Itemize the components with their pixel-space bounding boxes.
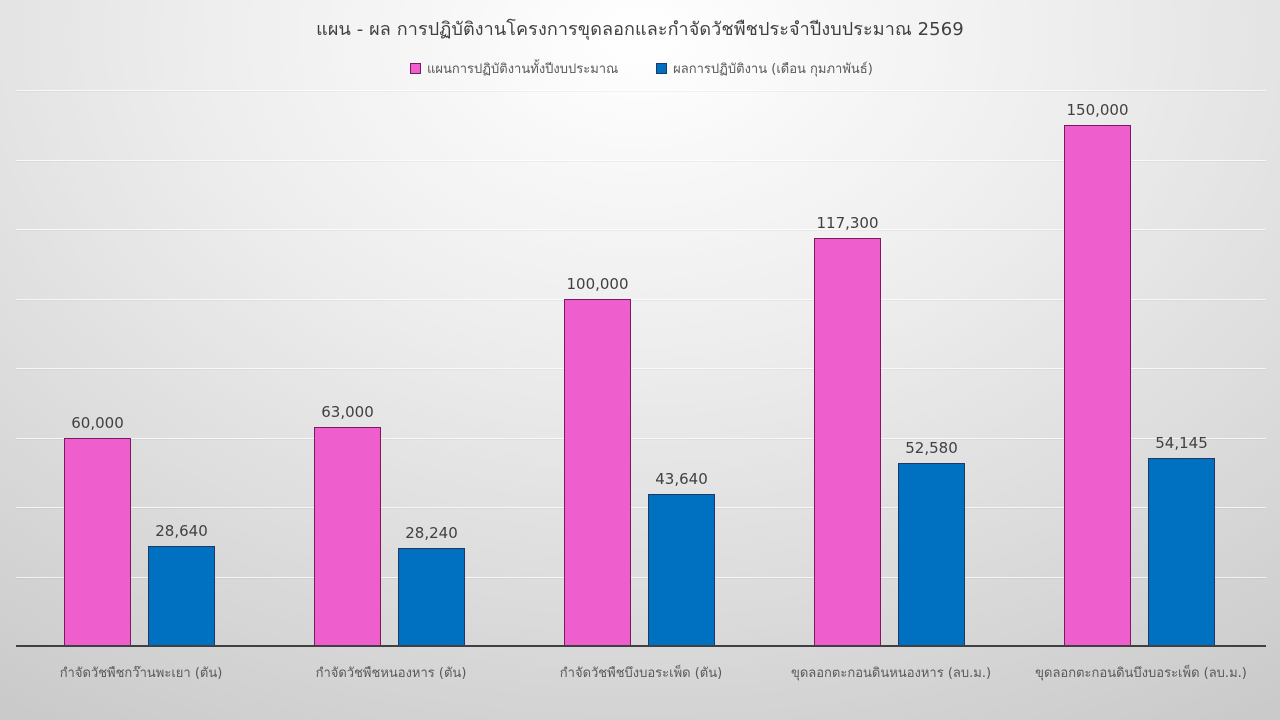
gridline	[16, 160, 1266, 161]
gridline	[16, 507, 1266, 508]
data-label: 54,145	[1155, 433, 1208, 452]
bar-result	[398, 547, 465, 646]
data-label: 28,240	[405, 523, 458, 542]
data-label: 28,640	[155, 522, 208, 541]
gridline	[16, 299, 1266, 300]
data-label: 63,000	[321, 403, 374, 422]
bar-plan	[64, 437, 131, 646]
bar-plan	[314, 427, 381, 646]
data-label: 43,640	[655, 470, 708, 489]
chart-title: แผน - ผล การปฏิบัติงานโครงการขุดลอกและกำ…	[316, 19, 964, 40]
legend-swatch-plan	[410, 62, 421, 74]
bar-result	[648, 494, 715, 646]
bar-plan	[814, 238, 881, 646]
category-label: กำจัดวัชพืชบึงบอระเพ็ด (ตัน)	[559, 666, 723, 681]
chart-legend: แผนการปฏิบัติงานทั้งปีงบประมาณ ผลการปฏิบ…	[398, 55, 885, 81]
gridline	[16, 229, 1266, 230]
gridline	[16, 90, 1266, 91]
x-axis-line	[16, 645, 1266, 647]
data-label: 150,000	[1066, 100, 1129, 119]
data-label: 117,300	[816, 214, 879, 233]
category-label: ขุดลอกตะกอนดินหนองหาร (ลบ.ม.)	[790, 666, 992, 681]
gridline	[16, 577, 1266, 578]
bar-plan	[1064, 124, 1131, 646]
data-label: 52,580	[905, 439, 958, 458]
gridline	[16, 438, 1266, 439]
category-label: ขุดลอกตะกอนดินบึงบอระเพ็ด (ลบ.ม.)	[1035, 666, 1247, 681]
bar-result	[898, 463, 965, 646]
data-label: 100,000	[566, 274, 629, 293]
bar-result	[1148, 457, 1215, 646]
bar-result	[148, 546, 215, 646]
category-label: กำจัดวัชพืชหนองหาร (ตัน)	[315, 666, 467, 681]
legend-item-result: ผลการปฏิบัติงาน (เดือน กุมภาพันธ์)	[656, 58, 873, 79]
data-label: 60,000	[71, 413, 124, 432]
legend-swatch-result	[656, 62, 668, 74]
category-label: กำจัดวัชพืชกว๊านพะเยา (ตัน)	[59, 666, 223, 681]
legend-label-result: ผลการปฏิบัติงาน (เดือน กุมภาพันธ์)	[673, 61, 873, 77]
legend-label-plan: แผนการปฏิบัติงานทั้งปีงบประมาณ	[427, 61, 619, 77]
bar-plan	[564, 298, 631, 646]
gridline	[16, 368, 1266, 369]
legend-item-plan: แผนการปฏิบัติงานทั้งปีงบประมาณ	[410, 58, 618, 79]
